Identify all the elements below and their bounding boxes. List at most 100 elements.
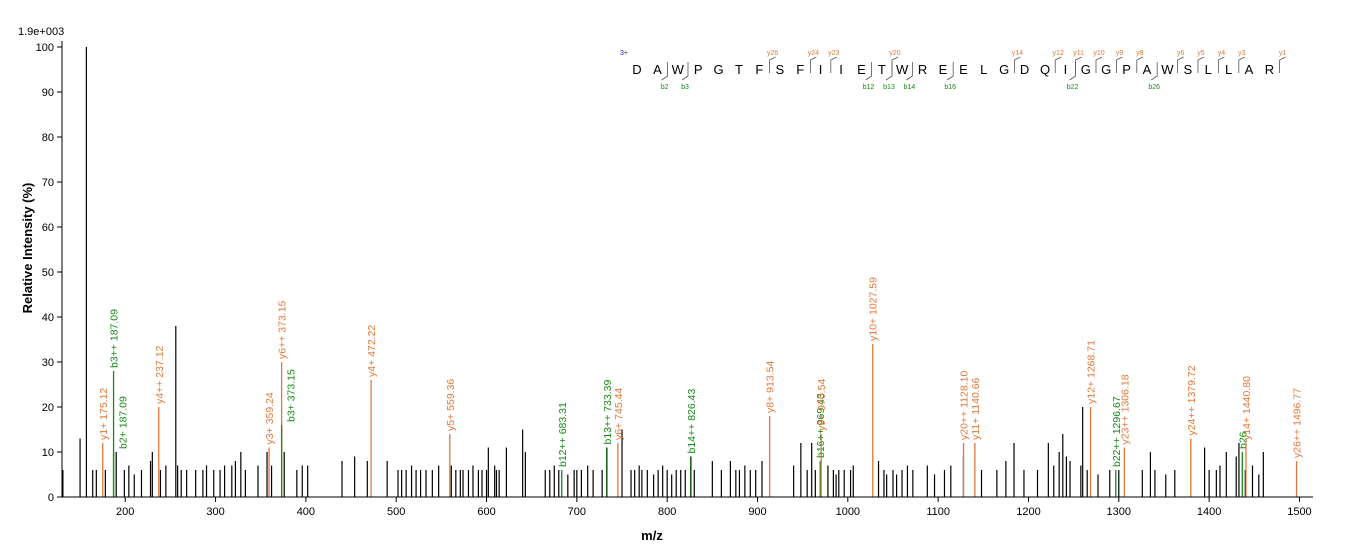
y-tick-label: 90: [42, 87, 54, 99]
residue: W: [1161, 62, 1174, 77]
y-ion-bracket: [1054, 56, 1062, 73]
y-ion-bracket: [810, 56, 817, 73]
x-tick-label: 200: [116, 506, 134, 518]
x-tick-label: 1000: [836, 506, 860, 518]
y-ion-bracket: [1116, 56, 1123, 73]
residue: Q: [1040, 62, 1050, 77]
x-tick-label: 500: [387, 506, 405, 518]
intensity-scale-label: 1.9e+003: [18, 26, 64, 38]
x-tick-label: 1500: [1287, 506, 1311, 518]
peak-label: b14++ 826.43: [686, 389, 698, 454]
peak-label: y6+ 745.44: [613, 388, 625, 440]
residue: L: [980, 62, 987, 77]
residue: E: [939, 62, 948, 77]
x-axis-label: m/z: [641, 528, 663, 543]
peak-label: y6++ 373.15: [277, 300, 289, 359]
residue: R: [1265, 62, 1274, 77]
x-tick-label: 1400: [1197, 506, 1221, 518]
residue: G: [1101, 62, 1111, 77]
residue: F: [755, 62, 763, 77]
b-ion-marker: b3: [681, 84, 689, 91]
residue: W: [896, 62, 909, 77]
y-tick-label: 40: [42, 312, 54, 324]
y-tick-label: 70: [42, 177, 54, 189]
axes: [61, 41, 1313, 498]
b-ion-bracket: [906, 62, 913, 81]
peak-label: y5+ 559.36: [445, 379, 457, 431]
residue: F: [796, 62, 804, 77]
y-ion-marker: y26: [767, 50, 778, 57]
residue: P: [694, 62, 703, 77]
peak-label: y8+ 913.54: [765, 361, 777, 413]
y-ion-marker: y12: [1053, 50, 1064, 57]
y-ion-marker: y1: [1279, 50, 1287, 57]
y-ion-bracket: [1197, 56, 1205, 73]
residue: I: [839, 62, 843, 77]
y-ion-bracket: [1218, 56, 1225, 73]
x-tick-label: 800: [658, 506, 676, 518]
x-tick-label: 900: [748, 506, 766, 518]
x-tick-label: 700: [568, 506, 586, 518]
y-tick-label: 50: [42, 267, 54, 279]
peak-label: y14+ 1440.80: [1241, 376, 1253, 440]
y-ion-bracket: [830, 56, 837, 73]
x-tick-label: 300: [206, 506, 224, 518]
y-ion-marker: y6: [1177, 50, 1185, 57]
residue: S: [775, 62, 784, 77]
x-tick-label: 1300: [1107, 506, 1131, 518]
residue: L: [1205, 62, 1212, 77]
y-ion-marker: y10: [1093, 50, 1104, 57]
y-ion-marker: y9: [1116, 50, 1124, 57]
peak-label: b13++ 733.39: [602, 380, 614, 445]
y-tick-label: 100: [36, 42, 54, 54]
peak-label: b22++ 1296.67: [1111, 396, 1123, 467]
y-axis-label: Relative Intensity (%): [20, 183, 35, 314]
b-ion-bracket: [1150, 62, 1158, 81]
b-ion-marker: b26: [1148, 84, 1160, 91]
y-tick-label: 10: [42, 447, 54, 459]
y-ion-marker: y4: [1218, 50, 1226, 57]
y-ion-marker: y20: [889, 50, 900, 57]
x-tick-label: 400: [297, 506, 315, 518]
y-ion-marker: y24: [808, 50, 819, 57]
y-axis-ticks: 0 10 20 30 40 50 60 70 80 90 100: [36, 42, 62, 504]
peak-label: b2+ 187.09: [118, 396, 130, 449]
y-tick-label: 60: [42, 222, 54, 234]
peak-label: y1+ 175.12: [98, 388, 110, 440]
annotated-peaks: y1+ 175.12 b3++ 187.09 b2+ 187.09 y4++ 237.…: [98, 277, 1304, 497]
peak-label: y11+ 1140.66: [970, 377, 982, 440]
x-tick-label: 1200: [1016, 506, 1040, 518]
y-ion-bracket: [769, 56, 776, 73]
residue: R: [918, 62, 927, 77]
residue: T: [878, 62, 886, 77]
b-ion-marker: b14: [904, 84, 916, 91]
residue: W: [672, 62, 685, 77]
peak-label: y23++ 1306.18: [1119, 374, 1131, 444]
y-ion-bracket: [1136, 56, 1143, 73]
y-ion-bracket: [1279, 56, 1286, 73]
b-ion-bracket: [885, 62, 893, 81]
y-ion-bracket: [1177, 56, 1184, 73]
peak-label: y10+ 1027.59: [868, 277, 880, 341]
peak-label: y24++ 1379.72: [1186, 365, 1198, 435]
y-ion-marker: y8: [1136, 50, 1144, 57]
b-ion-bracket: [661, 62, 668, 81]
peak-label: y20++ 1128.10: [959, 371, 971, 440]
residue: G: [1081, 62, 1091, 77]
peak-label: y3+ 359.24: [264, 392, 276, 444]
residue: I: [1064, 62, 1068, 77]
x-tick-label: 1100: [926, 506, 950, 518]
peak-label: y4+ 472.22: [366, 325, 378, 377]
peak-label: b3+ 373.15: [286, 369, 298, 422]
b-ion-marker: b16: [944, 84, 956, 91]
residue: E: [959, 62, 968, 77]
peak-label: b3++ 187.09: [109, 309, 121, 368]
residue: L: [1225, 62, 1232, 77]
y-ion-bracket: [1095, 56, 1103, 73]
y-tick-label: 30: [42, 357, 54, 369]
residue: E: [857, 62, 866, 77]
b-ion-marker: b22: [1067, 84, 1079, 91]
peak-label: b12++ 683.31: [557, 402, 569, 467]
peak-label: b16++ 969.43: [815, 393, 827, 458]
